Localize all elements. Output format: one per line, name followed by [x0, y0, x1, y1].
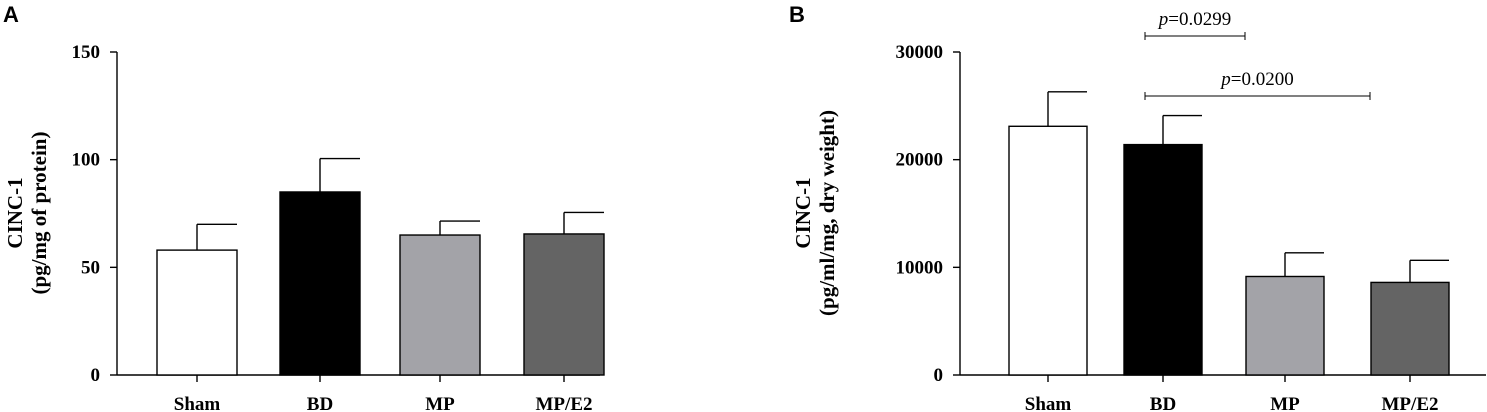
y-axis-ticks-a: 0 50 100 150 — [72, 42, 101, 386]
bar-bd — [279, 191, 361, 376]
x-axis-categories-b: Sham BD MP MP/E2 — [1025, 394, 1439, 412]
p-value-annotation: p=0.0299 — [1157, 9, 1231, 30]
p-symbol: p — [1219, 69, 1231, 90]
y-tick-label: 20000 — [896, 150, 944, 171]
error-bars-b — [1047, 91, 1449, 283]
bar-mp-e2 — [1370, 281, 1450, 376]
significance-bracket-bd-vs-mp: p=0.0299 — [1144, 9, 1246, 40]
y-tick-label: 50 — [81, 257, 100, 278]
y-tick-label: 150 — [72, 42, 101, 63]
y-axis-title-line2-b: (pg/ml/mg, dry weight) — [815, 110, 839, 316]
y-axis-ticks-b: 0 10000 20000 30000 — [896, 42, 944, 386]
bar-mp-e2 — [523, 233, 605, 376]
p-value-text: =0.0299 — [1168, 9, 1231, 30]
y-tick-label: 0 — [934, 365, 944, 386]
panel-a: A CINC-1 (pg/mg of protein) 0 50 100 150… — [3, 2, 605, 412]
bar-sham — [1008, 125, 1088, 376]
y-axis-title-b: CINC-1 (pg/ml/mg, dry weight) — [791, 110, 839, 316]
y-tick-label: 100 — [72, 150, 101, 171]
panel-letter-b: B — [789, 2, 805, 27]
y-tick-label: 0 — [91, 365, 101, 386]
x-category-label: MP — [425, 394, 455, 412]
panel-b: B CINC-1 (pg/ml/mg, dry weight) 0 10000 … — [789, 2, 1486, 412]
y-tick-label: 30000 — [896, 42, 944, 63]
panel-letter-a: A — [3, 2, 19, 27]
y-tick-label: 10000 — [896, 257, 944, 278]
p-value-text: =0.0200 — [1231, 69, 1294, 90]
bar-sham — [156, 249, 238, 376]
x-category-label: Sham — [1025, 394, 1072, 412]
error-bars-a — [196, 157, 604, 251]
x-category-label: MP/E2 — [536, 394, 593, 412]
x-category-label: BD — [307, 394, 333, 412]
bar-mp — [399, 234, 481, 376]
bars-a — [156, 191, 605, 376]
y-axis-title-a: CINC-1 (pg/mg of protein) — [3, 132, 51, 295]
significance-bracket-bd-vs-mpe2: p=0.0200 — [1144, 69, 1371, 100]
x-category-label: MP — [1270, 394, 1300, 412]
p-value-annotation: p=0.0200 — [1219, 69, 1293, 90]
x-axis-categories-a: Sham BD MP MP/E2 — [174, 394, 593, 412]
y-axis-title-line1-a: CINC-1 — [3, 177, 27, 248]
significance-annotations-b: p=0.0299 p=0.0200 — [1144, 9, 1371, 100]
bar-bd — [1123, 143, 1203, 376]
y-axis-title-line1-b: CINC-1 — [791, 177, 815, 248]
bar-mp — [1245, 275, 1325, 376]
y-axis-title-line2-a: (pg/mg of protein) — [27, 132, 51, 295]
x-category-label: MP/E2 — [1382, 394, 1439, 412]
x-category-label: BD — [1150, 394, 1176, 412]
bars-b — [1008, 125, 1450, 376]
p-symbol: p — [1157, 9, 1169, 30]
x-category-label: Sham — [174, 394, 221, 412]
